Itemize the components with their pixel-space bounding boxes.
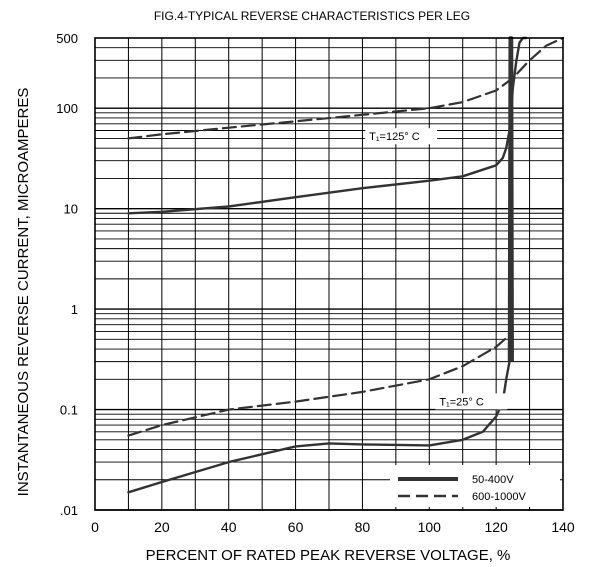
annotation-bg — [365, 128, 438, 145]
y-tick-label: 100 — [56, 101, 78, 116]
y-tick-label: 500 — [56, 31, 78, 46]
legend-box — [390, 465, 560, 507]
x-tick-label: 40 — [221, 519, 237, 535]
annotation-label: T₁=125° C — [369, 131, 420, 143]
chart-title: FIG.4-TYPICAL REVERSE CHARACTERISTICS PE… — [154, 9, 470, 23]
x-tick-label: 20 — [154, 519, 170, 535]
x-tick-labels: 0 20 40 60 80 100 120 140 — [91, 519, 575, 535]
y-tick-label: .01 — [60, 503, 78, 518]
y-tick-label: 10 — [64, 202, 78, 217]
data-series — [127, 36, 565, 494]
legend-label-dashed: 600-1000V — [472, 491, 526, 503]
x-tick-label: 140 — [551, 519, 575, 535]
annotation-label: T₁=25° C — [439, 396, 484, 408]
series-line-dashed-tj-25c — [127, 334, 511, 437]
series-line-dashed-tj-125c — [127, 36, 565, 140]
legend: 50-400V 600-1000V — [390, 465, 560, 507]
grid-lines — [95, 37, 563, 511]
y-tick-label: 0.1 — [60, 403, 78, 418]
legend-label-solid: 50-400V — [472, 474, 514, 486]
y-axis-label: INSTANTANEOUS REVERSE CURRENT, MICROAMPE… — [15, 88, 32, 497]
y-tick-labels: .01 0.1 1 10 100 500 — [56, 31, 78, 518]
x-tick-label: 120 — [484, 519, 508, 535]
y-tick-label: 1 — [71, 302, 78, 317]
x-tick-label: 80 — [355, 519, 371, 535]
x-tick-label: 60 — [288, 519, 304, 535]
annotation-bg — [435, 393, 508, 410]
annotations: T₁=125° C T₁=25° C — [365, 128, 508, 410]
series-line-solid-tj-125c — [127, 36, 528, 215]
plot-frame — [94, 37, 564, 511]
series-line-solid-breakdown — [507, 36, 514, 362]
x-tick-label: 100 — [418, 519, 442, 535]
x-axis-label: PERCENT OF RATED PEAK REVERSE VOLTAGE, % — [146, 547, 511, 564]
x-tick-label: 0 — [91, 519, 99, 535]
